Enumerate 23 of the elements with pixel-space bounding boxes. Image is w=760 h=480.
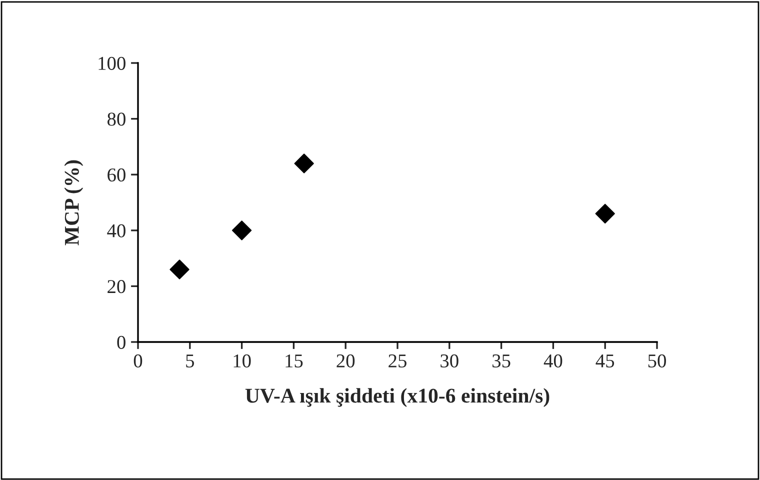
x-tick-label: 15 (286, 354, 303, 368)
y-tick-label: 40 (107, 224, 126, 238)
x-tick-label: 35 (492, 354, 510, 368)
x-tick-label: 0 (134, 354, 142, 368)
y-tick-label: 100 (98, 56, 126, 70)
x-tick-label: 5 (186, 354, 194, 368)
point (294, 154, 314, 174)
x-tick-label: 50 (648, 354, 666, 368)
x-axis-title: UV-A ışık şiddeti (x10-6 einstein/s) (245, 388, 550, 407)
x-tick-label: 40 (544, 354, 562, 368)
x-tick-label: 20 (336, 354, 355, 368)
point (232, 220, 252, 240)
y-tick-label: 60 (108, 168, 126, 182)
y-tick-label: 80 (107, 112, 126, 126)
x-tick-label: 10 (234, 354, 251, 368)
x-tick-label: 45 (596, 354, 614, 368)
y-tick-label: 20 (108, 280, 126, 294)
point (595, 204, 615, 224)
y-axis-title: MCP (%) (64, 160, 84, 246)
x-tick-label: 30 (440, 354, 458, 368)
y-tick-label: 0 (117, 336, 126, 349)
point (170, 260, 190, 280)
x-tick-label: 25 (388, 354, 406, 368)
